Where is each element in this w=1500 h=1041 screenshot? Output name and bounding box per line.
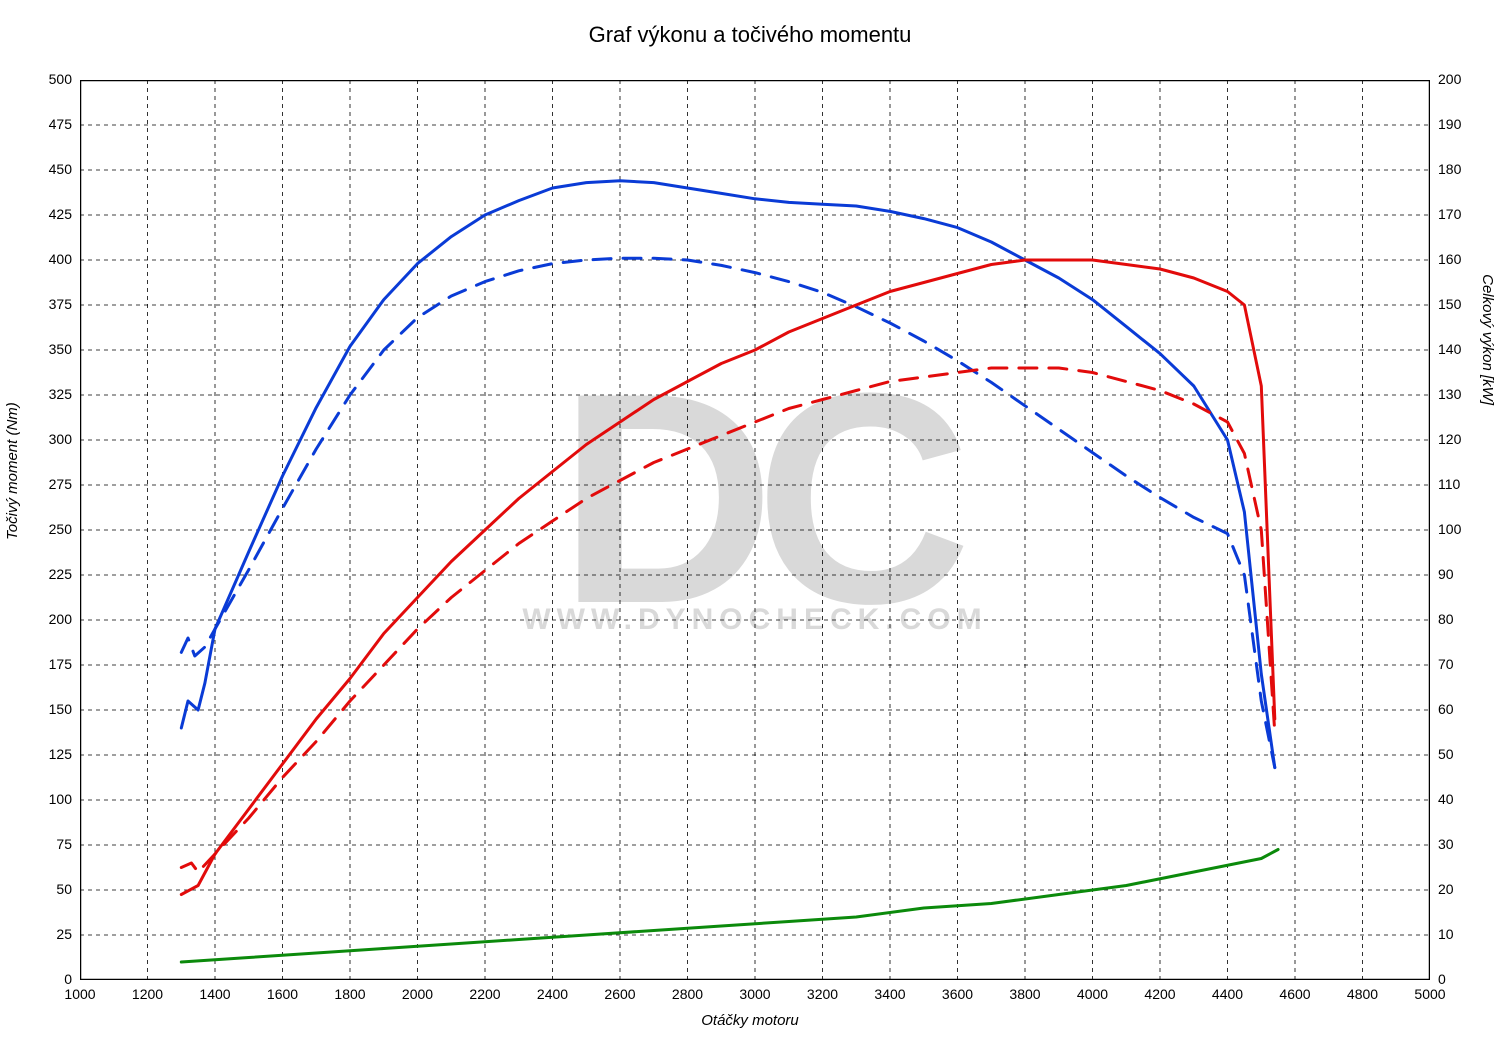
tick-label: 300: [49, 431, 72, 447]
tick-label: 2800: [672, 986, 703, 1002]
tick-label: 120: [1438, 431, 1461, 447]
tick-label: 90: [1438, 566, 1454, 582]
tick-label: 3200: [807, 986, 838, 1002]
tick-label: 75: [56, 836, 72, 852]
y2-axis-label: Celkový výkon [kW]: [1479, 274, 1496, 405]
tick-label: 125: [49, 746, 72, 762]
tick-label: 25: [56, 926, 72, 942]
tick-label: 180: [1438, 161, 1461, 177]
tick-label: 1600: [267, 986, 298, 1002]
tick-label: 3600: [942, 986, 973, 1002]
chart-plot-area: DCWWW.DYNOCHECK.COM: [80, 80, 1430, 980]
tick-label: 1400: [199, 986, 230, 1002]
tick-label: 1800: [334, 986, 365, 1002]
tick-label: 70: [1438, 656, 1454, 672]
grid: [80, 80, 1430, 980]
tick-label: 2200: [469, 986, 500, 1002]
tick-label: 4800: [1347, 986, 1378, 1002]
tick-label: 1000: [64, 986, 95, 1002]
tick-label: 40: [1438, 791, 1454, 807]
tick-label: 4600: [1279, 986, 1310, 1002]
tick-label: 500: [49, 71, 72, 87]
tick-label: 10: [1438, 926, 1454, 942]
tick-label: 30: [1438, 836, 1454, 852]
tick-label: 100: [1438, 521, 1461, 537]
tick-label: 2600: [604, 986, 635, 1002]
tick-label: 20: [1438, 881, 1454, 897]
tick-label: 170: [1438, 206, 1461, 222]
chart-title: Graf výkonu a točivého momentu: [0, 22, 1500, 48]
tick-label: 4400: [1212, 986, 1243, 1002]
tick-label: 275: [49, 476, 72, 492]
tick-label: 200: [1438, 71, 1461, 87]
tick-label: 325: [49, 386, 72, 402]
series-losses: [181, 850, 1278, 963]
tick-label: 400: [49, 251, 72, 267]
tick-label: 200: [49, 611, 72, 627]
tick-label: 150: [1438, 296, 1461, 312]
chart-page: { "chart": { "type": "line", "title": "G…: [0, 0, 1500, 1041]
tick-label: 250: [49, 521, 72, 537]
tick-label: 4000: [1077, 986, 1108, 1002]
tick-label: 80: [1438, 611, 1454, 627]
tick-label: 100: [49, 791, 72, 807]
tick-label: 0: [64, 971, 72, 987]
tick-label: 140: [1438, 341, 1461, 357]
tick-label: 1200: [132, 986, 163, 1002]
tick-label: 3400: [874, 986, 905, 1002]
tick-label: 4200: [1144, 986, 1175, 1002]
tick-label: 50: [56, 881, 72, 897]
tick-label: 450: [49, 161, 72, 177]
tick-label: 225: [49, 566, 72, 582]
tick-label: 150: [49, 701, 72, 717]
tick-label: 50: [1438, 746, 1454, 762]
tick-label: 130: [1438, 386, 1461, 402]
tick-label: 3800: [1009, 986, 1040, 1002]
x-axis-label: Otáčky motoru: [0, 1012, 1500, 1029]
tick-label: 110: [1438, 476, 1460, 492]
tick-label: 3000: [739, 986, 770, 1002]
tick-label: 475: [49, 116, 72, 132]
tick-label: 2000: [402, 986, 433, 1002]
tick-label: 375: [49, 296, 72, 312]
y1-axis-label: Točivý moment (Nm): [4, 402, 21, 540]
tick-label: 2400: [537, 986, 568, 1002]
tick-label: 350: [49, 341, 72, 357]
tick-label: 190: [1438, 116, 1461, 132]
tick-label: 160: [1438, 251, 1461, 267]
tick-label: 5000: [1414, 986, 1445, 1002]
tick-label: 175: [49, 656, 72, 672]
tick-label: 425: [49, 206, 72, 222]
tick-label: 60: [1438, 701, 1454, 717]
tick-label: 0: [1438, 971, 1446, 987]
